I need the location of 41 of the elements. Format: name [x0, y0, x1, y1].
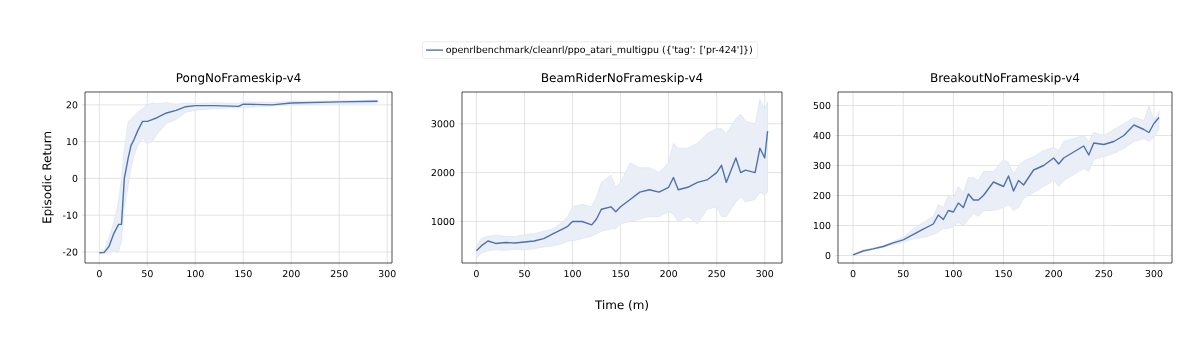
y-tick-label: 200	[813, 191, 831, 200]
x-axis-title: Time (m)	[594, 300, 648, 311]
x-tick-label: 200	[1045, 270, 1063, 278]
y-tick-label: -10	[63, 211, 78, 219]
y-tick-label: 3000	[431, 120, 455, 128]
y-tick-label: 400	[813, 131, 831, 140]
x-tick-label: 50	[897, 270, 909, 278]
y-tick-label: 500	[813, 101, 831, 110]
x-tick-label: 100	[187, 270, 204, 278]
chart-title: BeamRiderNoFrameskip-v4	[542, 72, 703, 85]
y-tick-label: 10	[66, 138, 78, 146]
y-tick-label: 100	[813, 221, 831, 230]
x-tick-label: 0	[850, 270, 856, 278]
y-tick-label: 300	[813, 161, 831, 170]
legend-label: openrlbenchmark/cleanrl/ppo_atari_multigpu ({'tag': ['pr-424']})	[446, 45, 752, 56]
y-tick-label: 1000	[431, 217, 455, 226]
y-tick-label: 20	[66, 101, 78, 109]
x-tick-label: 200	[282, 270, 300, 278]
x-tick-label: 150	[235, 270, 252, 278]
x-tick-label: 50	[142, 270, 153, 278]
chart-title: BreakoutNoFrameskip-v4	[931, 72, 1080, 85]
x-tick-label: 100	[564, 270, 581, 278]
x-tick-label: 0	[97, 270, 102, 278]
y-axis-title: Episodic Return	[42, 132, 54, 223]
y-tick-label: 2000	[431, 169, 455, 177]
x-tick-label: 300	[1145, 270, 1163, 278]
x-tick-label: 300	[378, 270, 396, 278]
x-tick-label: 150	[612, 270, 629, 278]
x-tick-label: 250	[708, 270, 726, 278]
x-tick-label: 0	[474, 270, 479, 278]
x-tick-label: 50	[519, 270, 530, 278]
y-tick-label: 0	[72, 174, 78, 182]
x-tick-label: 100	[945, 270, 962, 278]
y-tick-label: -20	[63, 248, 78, 256]
x-tick-label: 300	[756, 270, 774, 278]
y-tick-label: 0	[825, 251, 831, 260]
x-tick-label: 200	[660, 270, 678, 278]
x-tick-label: 250	[330, 270, 348, 278]
x-tick-label: 250	[1095, 270, 1113, 278]
x-tick-label: 150	[995, 270, 1012, 278]
chart-title: PongNoFrameskip-v4	[176, 72, 301, 85]
